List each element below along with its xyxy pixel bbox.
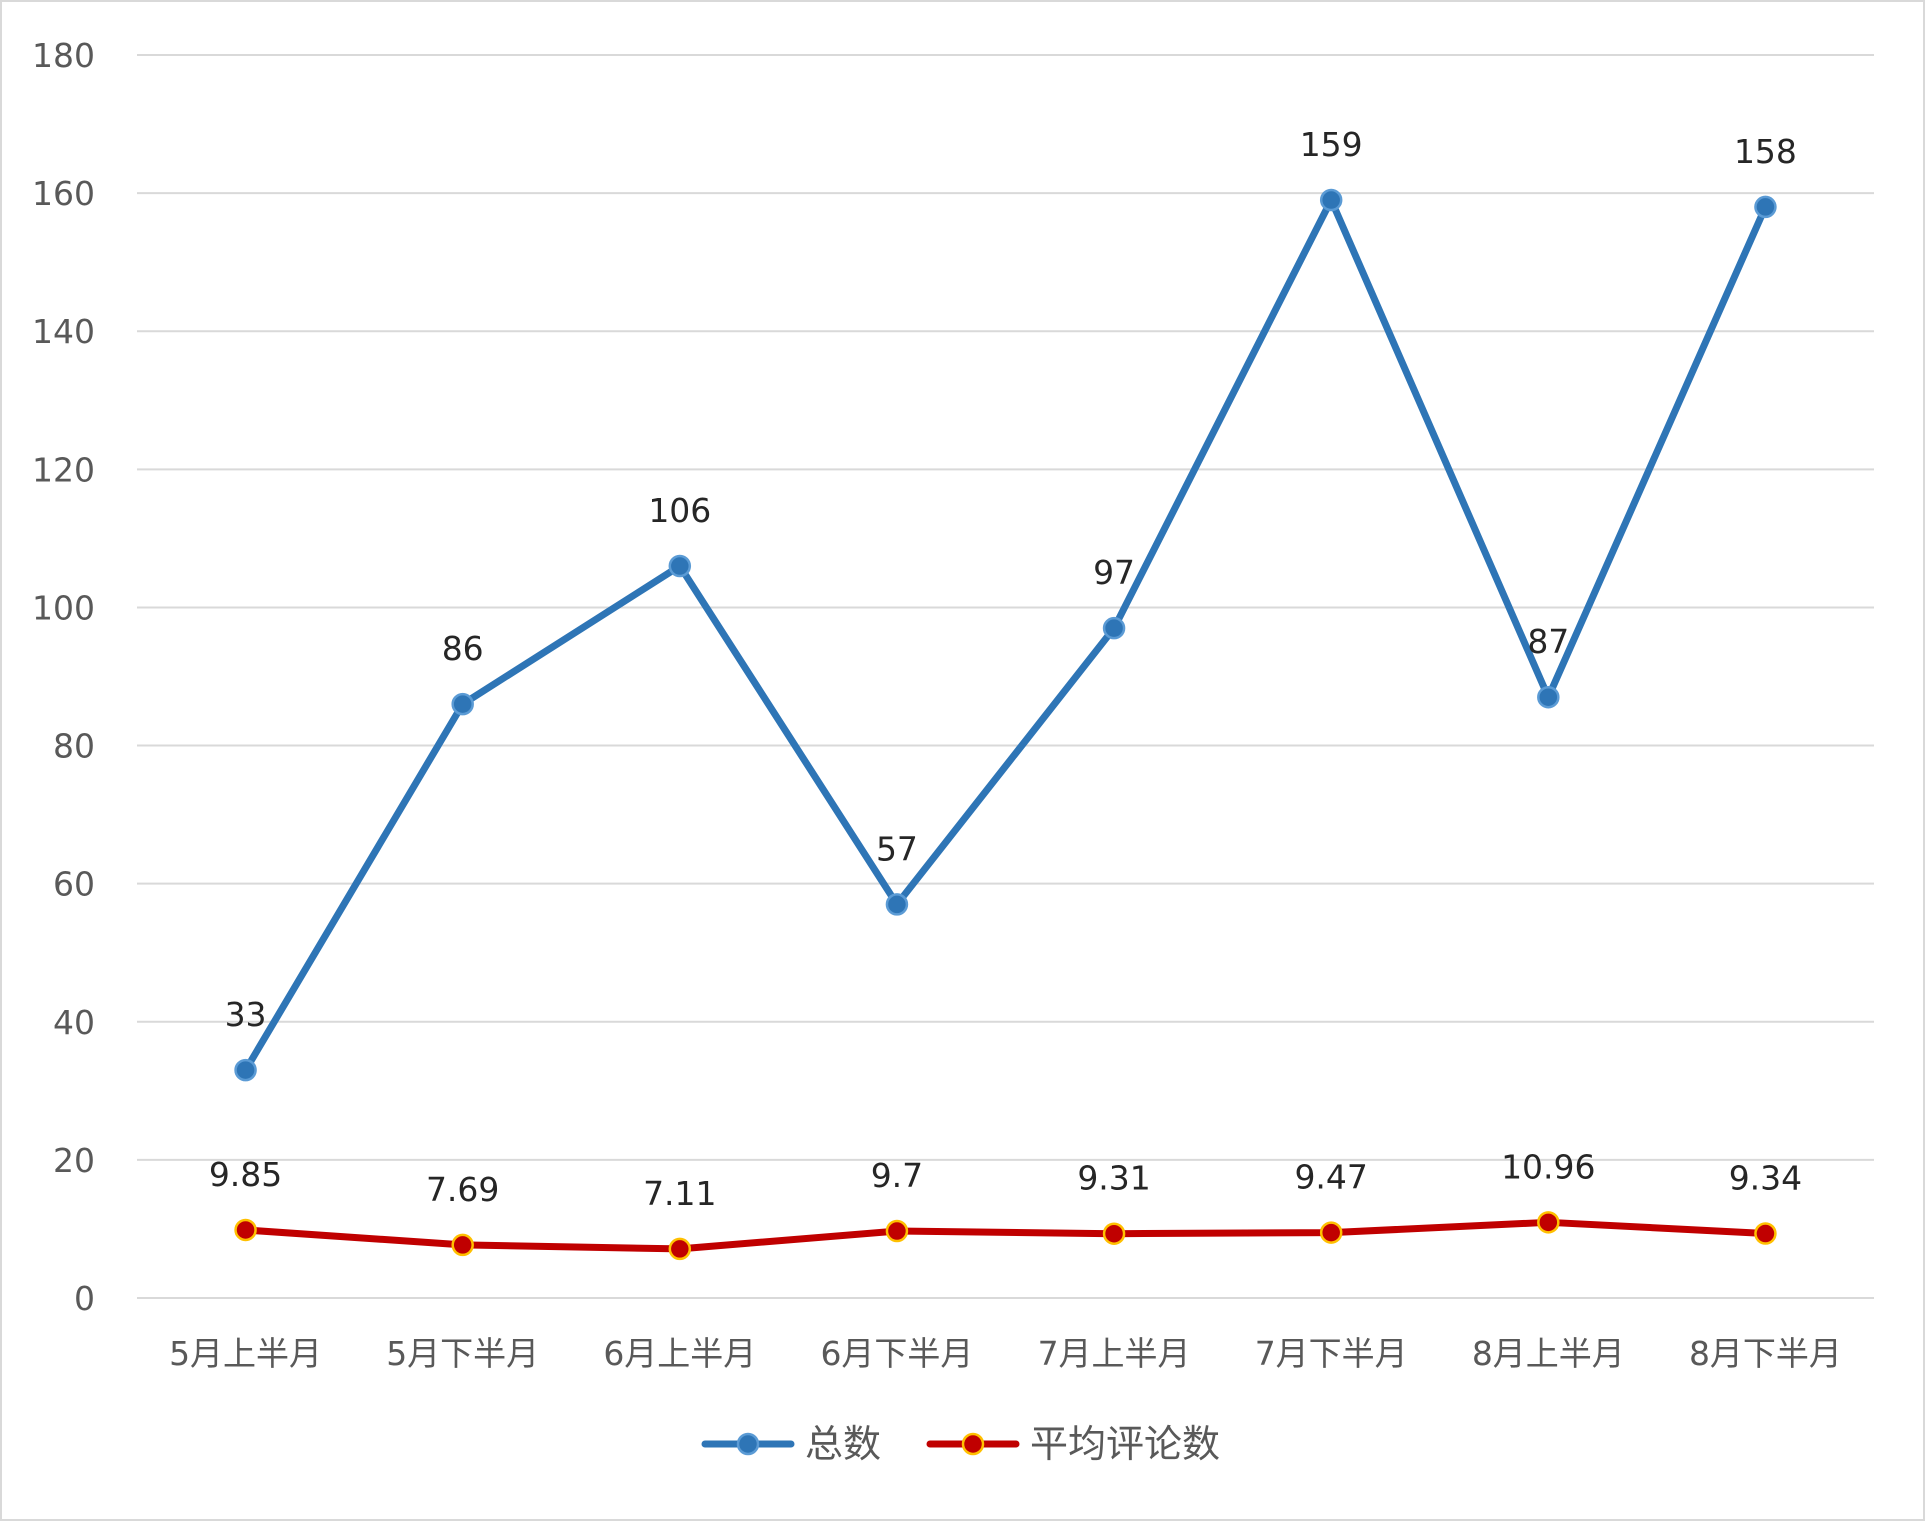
y-tick-label: 120	[32, 450, 95, 489]
data-point-series-1	[1102, 616, 1126, 640]
data-point-series-2	[885, 1219, 909, 1243]
legend-marker-2	[961, 1432, 985, 1456]
x-tick-label: 8月上半月	[1472, 1334, 1625, 1373]
series-line-1	[242, 196, 1769, 1074]
y-tick-label: 20	[53, 1141, 95, 1180]
y-tick-label: 80	[53, 727, 95, 766]
legend-label-1: 总数	[805, 1422, 881, 1466]
x-tick-label: 8月下半月	[1689, 1334, 1842, 1373]
series-layer	[234, 188, 1777, 1261]
data-point-series-1	[668, 554, 692, 578]
data-point-series-1	[451, 692, 474, 716]
data-label-series-2: 7.69	[426, 1170, 499, 1209]
data-label-series-1: 159	[1300, 125, 1363, 164]
y-tick-label: 160	[32, 174, 95, 213]
data-point-series-2	[1102, 1222, 1126, 1245]
data-point-series-1	[234, 1058, 257, 1082]
data-label-series-2: 9.7	[871, 1156, 923, 1195]
legend-marker-1	[736, 1432, 760, 1456]
y-tick-label: 40	[53, 1003, 95, 1042]
data-point-series-2	[451, 1233, 474, 1257]
data-point-series-2	[1319, 1221, 1343, 1244]
data-label-series-2: 9.47	[1294, 1158, 1367, 1197]
y-tick-label: 60	[53, 865, 95, 904]
data-point-series-2	[668, 1237, 692, 1261]
y-tick-label: 140	[32, 312, 95, 351]
data-label-series-1: 57	[876, 829, 918, 868]
data-point-series-2	[1537, 1211, 1560, 1234]
legend: 总数 平均评论数	[701, 1422, 1220, 1466]
x-tick-label: 6月上半月	[603, 1334, 756, 1373]
data-point-series-1	[1319, 188, 1343, 212]
data-label-series-2: 9.34	[1729, 1159, 1802, 1198]
data-label-series-2: 7.11	[643, 1174, 716, 1213]
gridlines	[137, 54, 1874, 1299]
x-tick-label: 7月上半月	[1038, 1334, 1191, 1373]
data-point-series-2	[234, 1218, 257, 1242]
legend-label-2: 平均评论数	[1030, 1422, 1220, 1466]
data-point-series-2	[1754, 1222, 1777, 1245]
data-label-series-1: 158	[1734, 132, 1797, 171]
y-tick-label: 0	[74, 1279, 95, 1318]
x-tick-label: 7月下半月	[1255, 1334, 1408, 1373]
data-label-series-1: 97	[1093, 553, 1135, 592]
data-label-series-2: 10.96	[1501, 1147, 1595, 1186]
data-label-series-1: 86	[442, 629, 484, 668]
x-axis-tick-labels: 5月上半月 5月下半月 6月上半月 6月下半月 7月上半月 7月下半月 8月上半月 8月下半月	[169, 1334, 1842, 1373]
data-label-series-1: 33	[225, 995, 267, 1034]
data-label-series-2: 9.31	[1077, 1159, 1150, 1198]
series-line-2	[242, 1218, 1769, 1253]
x-tick-label: 5月下半月	[386, 1334, 539, 1373]
data-point-series-1	[1537, 685, 1560, 709]
y-tick-label: 180	[32, 36, 95, 75]
data-label-series-2: 9.85	[209, 1155, 282, 1194]
data-label-series-1: 106	[648, 491, 711, 530]
data-labels: 33 86 106 57 97 159 87 158 9.85 7.69 7.11 9.7 9.31 9.…	[209, 125, 1802, 1213]
x-tick-label: 6月下半月	[820, 1334, 973, 1373]
data-point-series-1	[885, 893, 909, 916]
data-label-series-1: 87	[1527, 622, 1569, 661]
data-point-series-1	[1754, 195, 1777, 219]
y-axis-tick-labels: 0 20 40 60 80 100 120 140 160 180	[32, 36, 95, 1318]
x-tick-label: 5月上半月	[169, 1334, 322, 1373]
y-tick-label: 100	[32, 588, 95, 627]
